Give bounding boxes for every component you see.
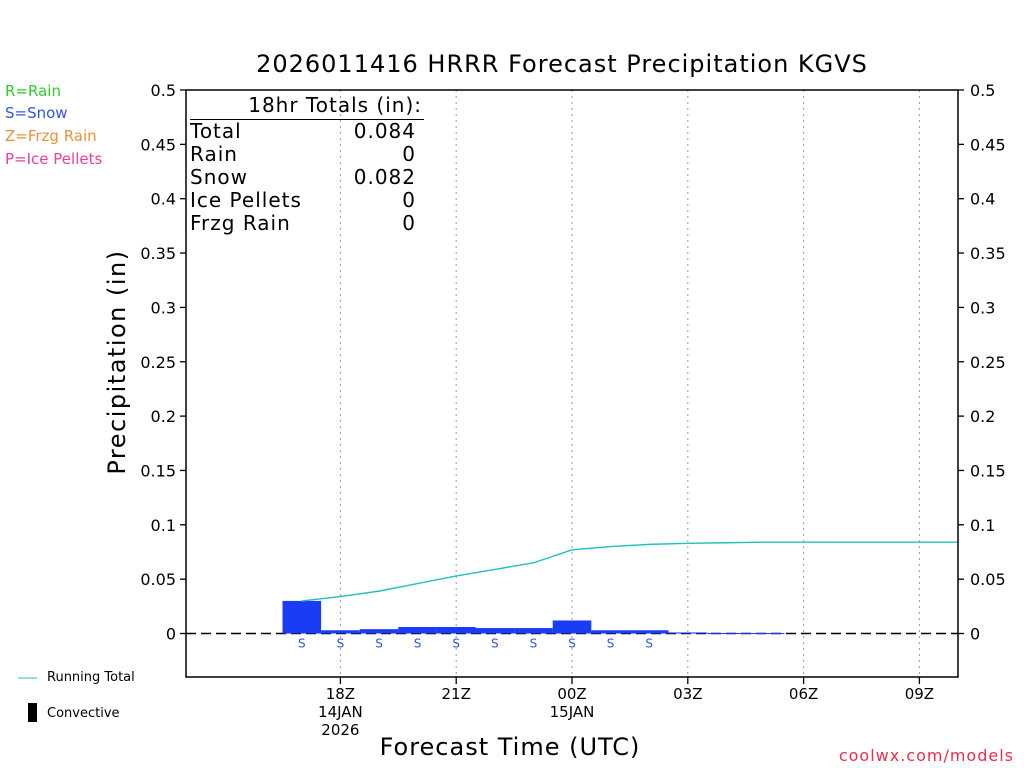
legend-rain: R=Rain — [5, 82, 61, 100]
running-total-legend-label: Running Total — [47, 670, 135, 685]
totals-value: 0.084 — [353, 119, 416, 143]
totals-label: Ice Pellets — [190, 188, 302, 212]
y-tick-label-left: 0.35 — [140, 244, 176, 263]
totals-row-ice-pellets: Ice Pellets 0 — [190, 189, 422, 212]
totals-label: Frzg Rain — [190, 211, 291, 235]
totals-box: 18hr Totals (in): Total 0.084 Rain 0 Snow 0… — [190, 93, 424, 235]
precip-bar — [745, 632, 785, 634]
x-tick-label: 18Z — [326, 685, 355, 703]
totals-label: Rain — [190, 142, 238, 166]
totals-value: 0.082 — [353, 165, 416, 189]
legend-frzg-rain: Z=Frzg Rain — [5, 127, 97, 145]
y-tick-label-right: 0 — [970, 625, 980, 644]
precip-bar — [629, 630, 669, 634]
y-tick-label-right: 0.45 — [970, 135, 1006, 154]
y-tick-label-left: 0.2 — [151, 407, 176, 426]
totals-value: 0 — [402, 142, 416, 166]
y-tick-label-right: 0.5 — [970, 81, 995, 100]
precip-type-marker: S — [530, 637, 538, 651]
x-tick-label: 21Z — [442, 685, 471, 703]
precip-bar — [591, 630, 630, 634]
precip-type-marker: S — [337, 637, 345, 651]
precip-bar — [668, 632, 708, 634]
y-tick-label-left: 0.25 — [140, 353, 176, 372]
credit-link[interactable]: coolwx.com/models — [838, 746, 1014, 765]
x-tick-label: 14JAN — [318, 703, 363, 721]
precip-type-marker: S — [452, 637, 460, 651]
y-tick-label-left: 0.45 — [140, 135, 176, 154]
precip-type-marker: S — [375, 637, 383, 651]
y-tick-label-right: 0.2 — [970, 407, 995, 426]
totals-row-snow: Snow 0.082 — [190, 166, 422, 189]
totals-value: 0 — [402, 211, 416, 235]
totals-label: Total — [190, 119, 242, 143]
x-tick-label: 03Z — [673, 685, 702, 703]
chart-title: 2026011416 HRRR Forecast Precipitation K… — [256, 50, 868, 78]
precip-bar — [552, 620, 592, 634]
precip-type-marker: S — [491, 637, 499, 651]
y-tick-label-left: 0.15 — [140, 461, 176, 480]
y-tick-label-left: 0.3 — [151, 298, 176, 317]
precip-type-marker: S — [298, 637, 306, 651]
legend-ice-pellets: P=Ice Pellets — [5, 150, 103, 168]
x-tick-label: 09Z — [905, 685, 934, 703]
precip-type-marker: S — [568, 637, 576, 651]
precip-bar — [514, 628, 553, 634]
running-total-line — [301, 541, 958, 602]
y-tick-label-left: 0.1 — [151, 516, 176, 535]
y-tick-label-left: 0 — [166, 625, 176, 644]
precip-bar — [359, 629, 399, 634]
y-axis-label: Precipitation (in) — [103, 249, 131, 475]
y-tick-label-left: 0.05 — [140, 570, 176, 589]
convective-legend-label: Convective — [47, 706, 120, 721]
totals-heading: 18hr Totals (in): — [190, 93, 424, 120]
y-tick-label-right: 0.1 — [970, 516, 995, 535]
x-tick-label: 2026 — [321, 721, 359, 739]
y-tick-label-right: 0.35 — [970, 244, 1006, 263]
legend-snow: S=Snow — [5, 104, 68, 122]
totals-row-frzg-rain: Frzg Rain 0 — [190, 212, 422, 235]
y-tick-label-left: 0.5 — [151, 81, 176, 100]
y-tick-label-right: 0.05 — [970, 570, 1006, 589]
x-tick-label: 06Z — [789, 685, 818, 703]
x-tick-label: 15JAN — [550, 703, 595, 721]
totals-row-rain: Rain 0 — [190, 143, 422, 166]
precip-bar — [282, 600, 322, 634]
convective-legend-swatch — [28, 703, 37, 722]
precip-bar — [475, 628, 515, 634]
precip-bar — [398, 626, 437, 634]
precip-bar — [321, 630, 360, 634]
y-tick-label-right: 0.3 — [970, 298, 995, 317]
precip-type-marker: S — [414, 637, 422, 651]
y-tick-label-right: 0.25 — [970, 353, 1006, 372]
totals-label: Snow — [190, 165, 248, 189]
precip-bar — [707, 632, 746, 634]
y-tick-label-right: 0.15 — [970, 461, 1006, 480]
y-tick-label-left: 0.4 — [151, 190, 176, 209]
x-tick-label: 00Z — [557, 685, 586, 703]
y-tick-label-right: 0.4 — [970, 190, 995, 209]
running-total-legend-line — [18, 677, 37, 679]
precip-type-marker: S — [607, 637, 615, 651]
precip-bar — [436, 626, 476, 634]
totals-value: 0 — [402, 188, 416, 212]
x-axis-label: Forecast Time (UTC) — [379, 733, 641, 761]
totals-row-total: Total 0.084 — [190, 120, 422, 143]
precip-type-marker: S — [645, 637, 653, 651]
